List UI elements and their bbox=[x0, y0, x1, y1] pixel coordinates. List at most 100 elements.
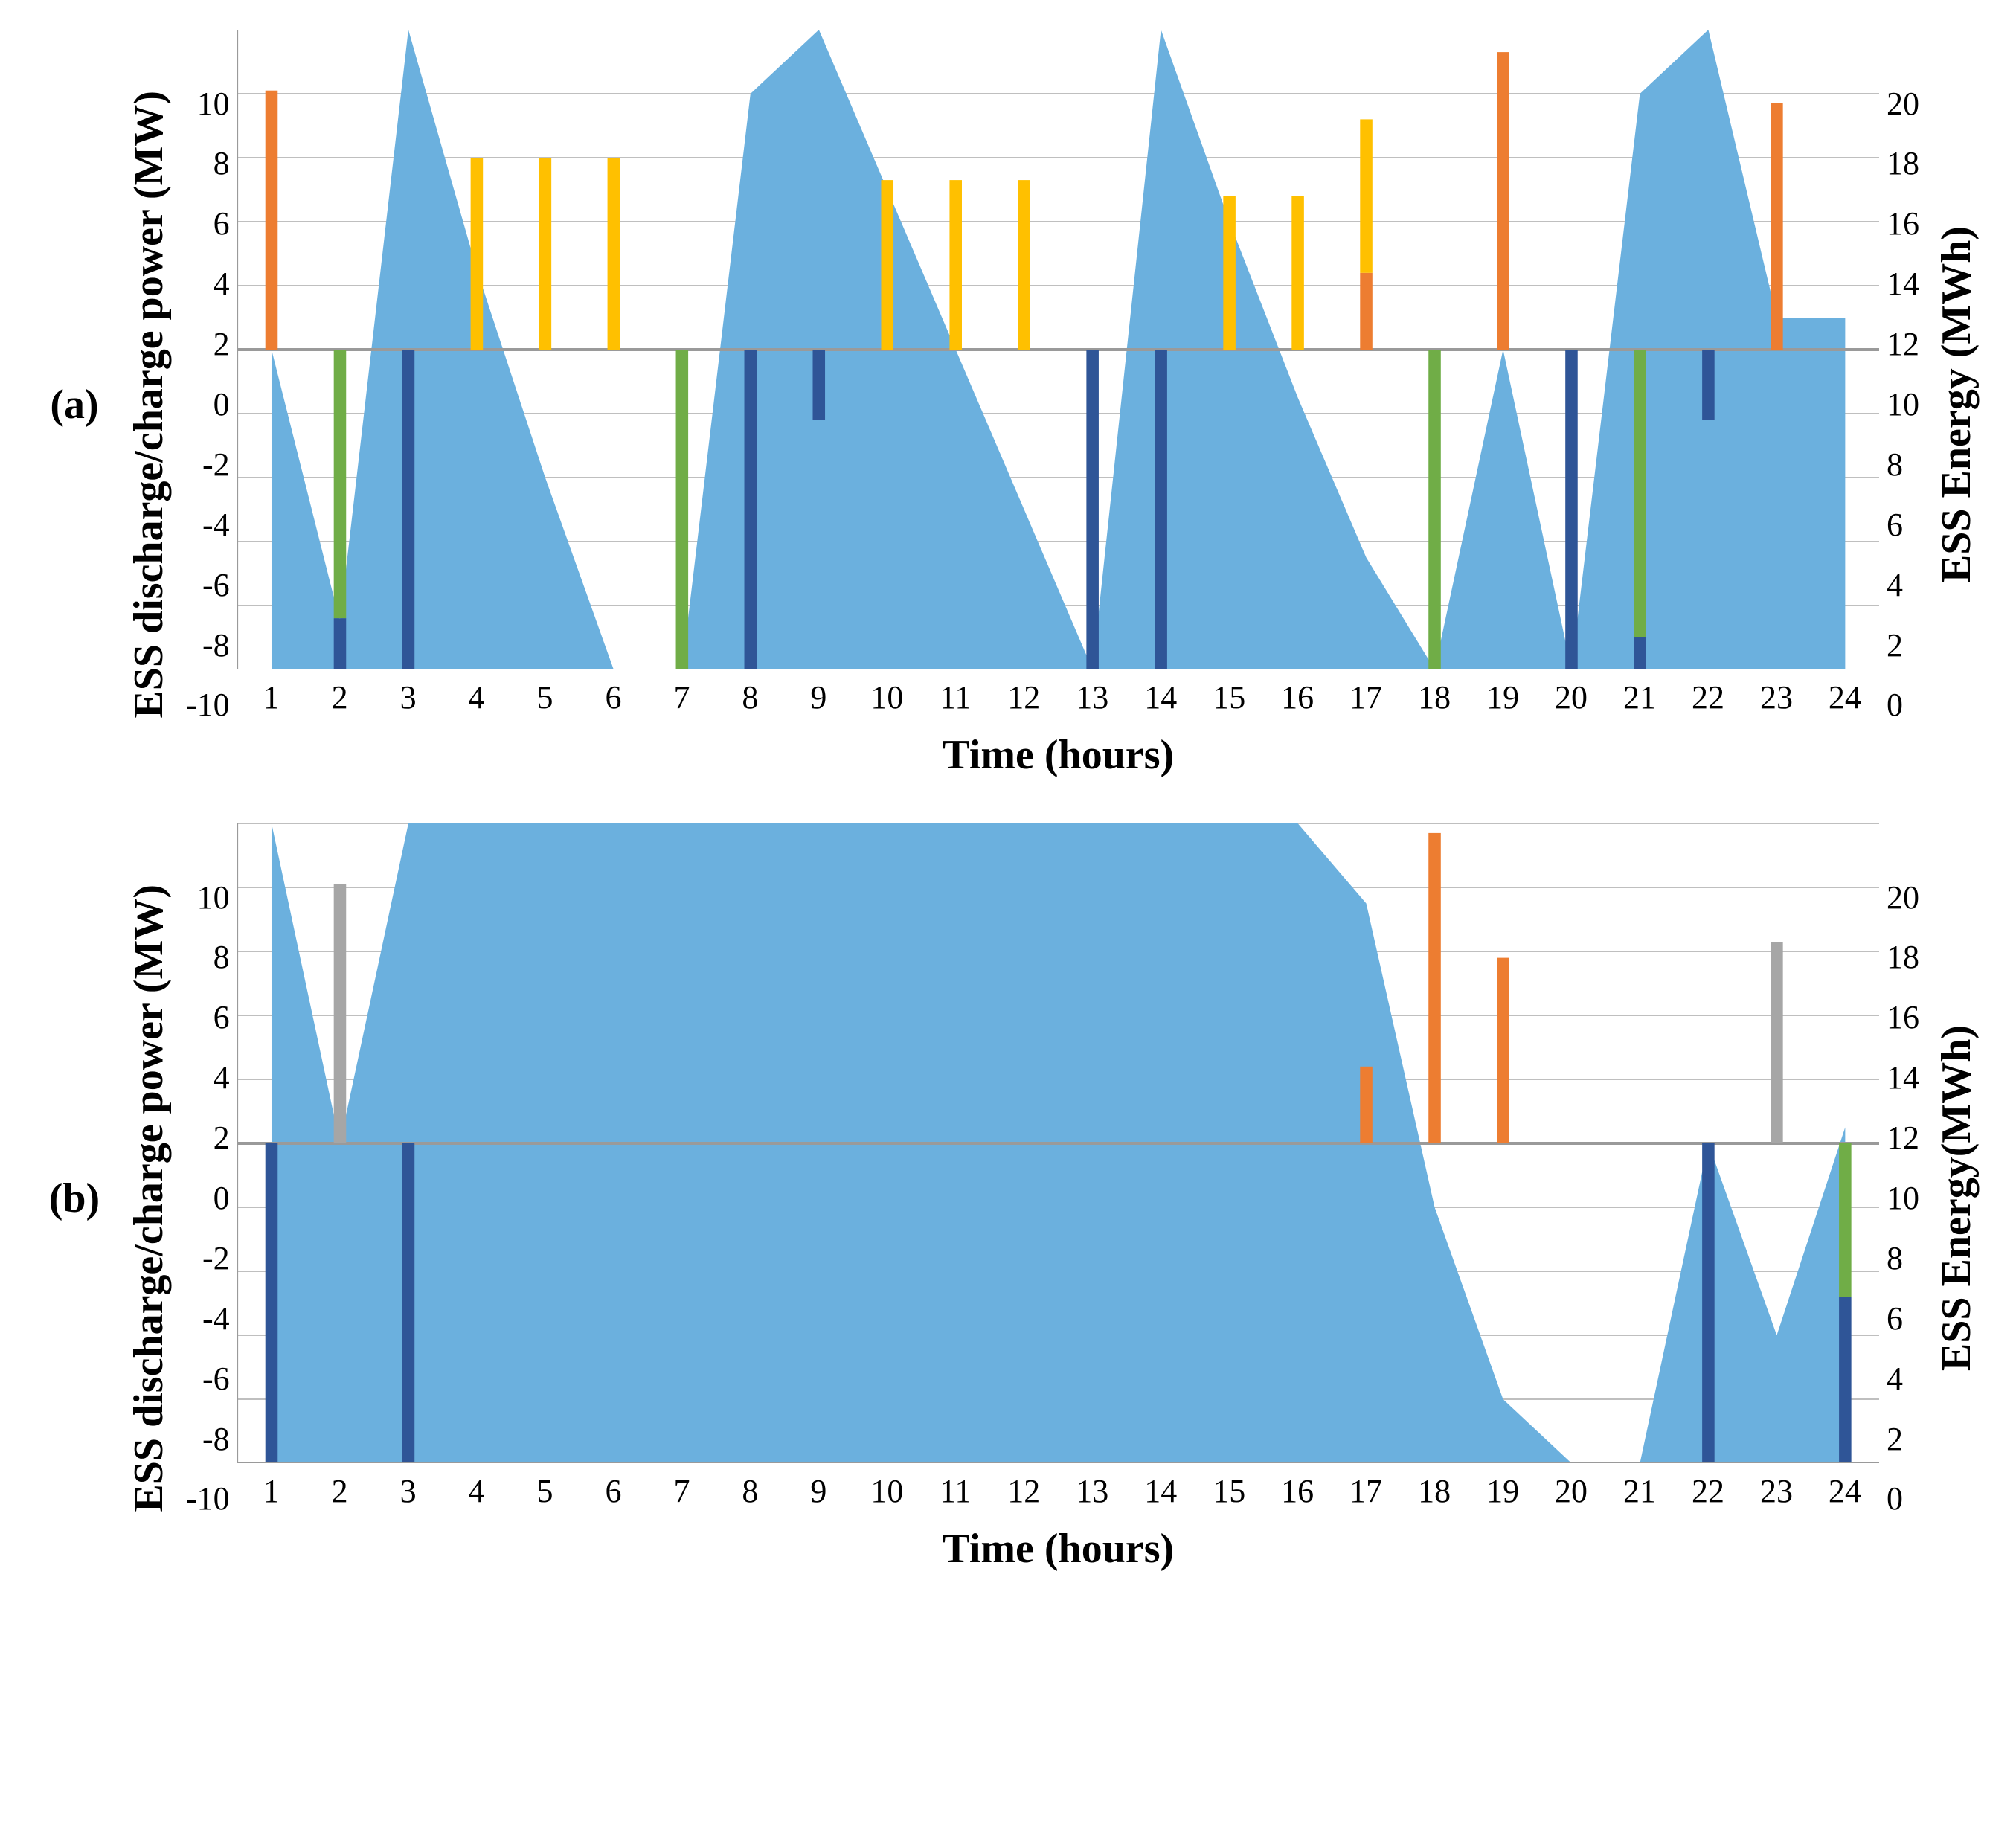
x-tick: 3 bbox=[374, 1472, 443, 1510]
panel-a-yaxis-right-title: ESS Energy (MWh) bbox=[1927, 226, 1986, 582]
x-tick: 21 bbox=[1605, 678, 1674, 716]
axis-tick: 14 bbox=[1887, 265, 1919, 303]
x-tick: 2 bbox=[306, 678, 374, 716]
panel-a-xaxis-title: Time (hours) bbox=[237, 716, 1879, 779]
x-tick: 6 bbox=[580, 1472, 648, 1510]
x-tick: 17 bbox=[1332, 1472, 1400, 1510]
x-tick: 12 bbox=[989, 678, 1058, 716]
axis-tick: 2 bbox=[1887, 626, 1919, 664]
x-tick: 3 bbox=[374, 678, 443, 716]
x-tick: 8 bbox=[716, 678, 784, 716]
axis-tick: 2 bbox=[1887, 1420, 1919, 1458]
axis-tick: 20 bbox=[1887, 85, 1919, 123]
axis-tick: 2 bbox=[186, 1119, 230, 1157]
x-tick: 13 bbox=[1058, 678, 1126, 716]
axis-tick: -4 bbox=[186, 1300, 230, 1337]
x-tick: 11 bbox=[921, 1472, 989, 1510]
axis-tick: -6 bbox=[186, 566, 230, 604]
axis-tick: -8 bbox=[186, 1420, 230, 1458]
panel-b-plot-svg bbox=[237, 823, 1879, 1463]
axis-tick: 12 bbox=[1887, 1119, 1919, 1157]
x-tick: 16 bbox=[1263, 678, 1332, 716]
panel-b-yaxis-left: ESS discharge/charge power (MW) 1086420-… bbox=[119, 823, 237, 1573]
panel-a-label: (a) bbox=[30, 381, 119, 428]
panel-b-row: (b) ESS discharge/charge power (MW) 1086… bbox=[30, 823, 1986, 1573]
x-tick: 5 bbox=[511, 1472, 580, 1510]
x-tick: 24 bbox=[1811, 1472, 1879, 1510]
axis-tick: 6 bbox=[186, 998, 230, 1036]
axis-tick: 10 bbox=[186, 879, 230, 916]
x-tick: 13 bbox=[1058, 1472, 1126, 1510]
axis-tick: 6 bbox=[1887, 1300, 1919, 1337]
axis-tick: 10 bbox=[186, 85, 230, 123]
panel-a-row: (a) ESS discharge/charge power (MW) 1086… bbox=[30, 30, 1986, 779]
x-tick: 7 bbox=[647, 1472, 716, 1510]
x-tick: 9 bbox=[784, 1472, 853, 1510]
x-tick: 19 bbox=[1468, 1472, 1537, 1510]
panel-a-yaxis-right-ticks: 20181614121086420 bbox=[1879, 85, 1927, 725]
x-tick: 4 bbox=[443, 1472, 511, 1510]
axis-tick: 0 bbox=[1887, 686, 1919, 724]
x-tick: 5 bbox=[511, 678, 580, 716]
x-tick: 16 bbox=[1263, 1472, 1332, 1510]
x-tick: 10 bbox=[853, 678, 921, 716]
panel-a-yaxis-left-ticks: 1086420-2-4-6-8-10 bbox=[179, 85, 237, 725]
x-tick: 9 bbox=[784, 678, 853, 716]
axis-tick: 16 bbox=[1887, 998, 1919, 1036]
axis-tick: -10 bbox=[186, 686, 230, 724]
axis-tick: -2 bbox=[186, 446, 230, 484]
x-tick: 20 bbox=[1537, 1472, 1605, 1510]
x-tick: 7 bbox=[647, 678, 716, 716]
axis-tick: 8 bbox=[1887, 446, 1919, 484]
x-tick: 15 bbox=[1195, 1472, 1263, 1510]
axis-tick: 10 bbox=[1887, 385, 1919, 423]
x-tick: 21 bbox=[1605, 1472, 1674, 1510]
panel-a-yaxis-right: 20181614121086420 ESS Energy (MWh) bbox=[1879, 30, 1986, 779]
axis-tick: 18 bbox=[1887, 144, 1919, 182]
x-tick: 14 bbox=[1126, 678, 1195, 716]
panel-a-plot-svg bbox=[237, 30, 1879, 669]
panel-a-yaxis-left: ESS discharge/charge power (MW) 1086420-… bbox=[119, 30, 237, 779]
page: (a) ESS discharge/charge power (MW) 1086… bbox=[0, 0, 2016, 1647]
x-tick: 1 bbox=[237, 678, 306, 716]
panel-b-yaxis-right: 20181614121086420 ESS Energy(MWh) bbox=[1879, 823, 1986, 1573]
axis-tick: -8 bbox=[186, 626, 230, 664]
panel-a-chart: ESS discharge/charge power (MW) 1086420-… bbox=[119, 30, 1986, 779]
x-tick: 23 bbox=[1742, 678, 1811, 716]
panel-b-yaxis-right-ticks: 20181614121086420 bbox=[1879, 879, 1927, 1518]
x-tick: 20 bbox=[1537, 678, 1605, 716]
axis-tick: -2 bbox=[186, 1239, 230, 1277]
panel-b-yaxis-left-title: ESS discharge/charge power (MW) bbox=[119, 884, 179, 1512]
x-tick: 10 bbox=[853, 1472, 921, 1510]
x-tick: 17 bbox=[1332, 678, 1400, 716]
x-tick: 12 bbox=[989, 1472, 1058, 1510]
panel-a-xaxis-ticks: 123456789101112131415161718192021222324 bbox=[237, 669, 1879, 716]
axis-tick: -4 bbox=[186, 506, 230, 544]
axis-tick: 20 bbox=[1887, 879, 1919, 916]
axis-tick: 18 bbox=[1887, 938, 1919, 976]
axis-tick: 16 bbox=[1887, 205, 1919, 243]
axis-tick: 6 bbox=[186, 205, 230, 243]
axis-tick: 0 bbox=[186, 385, 230, 423]
x-tick: 15 bbox=[1195, 678, 1263, 716]
x-tick: 8 bbox=[716, 1472, 784, 1510]
x-tick: 18 bbox=[1400, 678, 1468, 716]
panel-b-xaxis-ticks: 123456789101112131415161718192021222324 bbox=[237, 1463, 1879, 1510]
axis-tick: 2 bbox=[186, 325, 230, 363]
x-tick: 1 bbox=[237, 1472, 306, 1510]
panel-b-yaxis-left-ticks: 1086420-2-4-6-8-10 bbox=[179, 879, 237, 1518]
panel-a-plot-wrap: 123456789101112131415161718192021222324 … bbox=[237, 30, 1879, 779]
panel-b-chart: ESS discharge/charge power (MW) 1086420-… bbox=[119, 823, 1986, 1573]
axis-tick: 8 bbox=[186, 938, 230, 976]
axis-tick: 0 bbox=[186, 1179, 230, 1217]
x-tick: 19 bbox=[1468, 678, 1537, 716]
x-tick: 18 bbox=[1400, 1472, 1468, 1510]
x-tick: 2 bbox=[306, 1472, 374, 1510]
x-tick: 4 bbox=[443, 678, 511, 716]
panel-a-yaxis-left-title: ESS discharge/charge power (MW) bbox=[119, 91, 179, 719]
x-tick: 22 bbox=[1674, 678, 1742, 716]
axis-tick: 14 bbox=[1887, 1059, 1919, 1096]
axis-tick: 4 bbox=[186, 265, 230, 303]
x-tick: 11 bbox=[921, 678, 989, 716]
axis-tick: 12 bbox=[1887, 325, 1919, 363]
